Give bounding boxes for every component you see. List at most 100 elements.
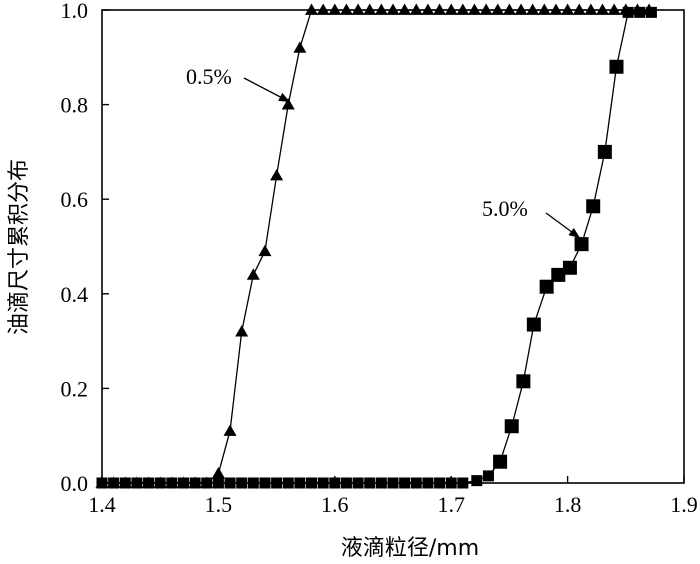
data-point-triangle bbox=[258, 244, 272, 257]
data-point-square bbox=[189, 477, 201, 489]
data-point-triangle bbox=[374, 3, 388, 15]
data-point-triangle bbox=[246, 268, 260, 280]
series-line bbox=[102, 9, 650, 484]
annotation-1: 0.5% bbox=[186, 64, 291, 103]
data-point-triangle bbox=[467, 3, 481, 15]
data-point-triangle bbox=[421, 3, 435, 15]
data-point-square bbox=[247, 477, 259, 489]
series-1 bbox=[95, 3, 656, 488]
data-point-triangle bbox=[479, 3, 493, 15]
x-tick-label: 1.4 bbox=[88, 492, 116, 517]
data-point-square bbox=[282, 477, 294, 489]
x-tick-label: 1.9 bbox=[670, 492, 698, 517]
data-point-triangle bbox=[491, 3, 505, 15]
x-tick-label: 1.6 bbox=[321, 492, 349, 517]
data-point-square bbox=[504, 419, 519, 434]
data-point-square bbox=[329, 477, 341, 489]
data-point-triangle bbox=[398, 3, 412, 15]
y-tick-label: 0.0 bbox=[61, 471, 89, 496]
data-point-square bbox=[399, 477, 411, 489]
data-point-square bbox=[634, 6, 646, 18]
data-point-square bbox=[352, 477, 364, 489]
data-point-square bbox=[143, 477, 155, 489]
data-point-square bbox=[493, 454, 508, 469]
data-point-triangle bbox=[444, 3, 458, 15]
data-point-square bbox=[375, 477, 387, 489]
series-layer bbox=[95, 3, 657, 489]
data-point-triangle bbox=[502, 3, 516, 15]
data-point-triangle bbox=[223, 424, 237, 436]
data-point-square bbox=[645, 6, 657, 18]
data-point-square bbox=[340, 477, 352, 489]
data-point-square bbox=[119, 477, 131, 489]
data-point-square bbox=[526, 317, 541, 332]
data-point-triangle bbox=[433, 3, 447, 15]
y-tick-label: 0.2 bbox=[61, 376, 89, 401]
annotation-label: 0.5% bbox=[186, 64, 232, 89]
data-point-square bbox=[622, 6, 634, 18]
y-tick-label: 0.4 bbox=[61, 282, 89, 307]
data-point-square bbox=[108, 477, 120, 489]
data-point-square bbox=[516, 374, 531, 389]
data-point-triangle bbox=[584, 3, 598, 15]
y-tick-label: 0.6 bbox=[61, 187, 89, 212]
data-point-square bbox=[574, 237, 589, 252]
data-point-triangle bbox=[456, 3, 470, 15]
y-tick-label: 1.0 bbox=[61, 0, 89, 23]
data-point-square bbox=[236, 477, 248, 489]
x-tick-label: 1.7 bbox=[437, 492, 465, 517]
x-axis-title: 液滴粒径/mm bbox=[341, 536, 479, 561]
data-point-triangle bbox=[328, 3, 342, 15]
series-2 bbox=[96, 6, 657, 489]
data-point-square bbox=[154, 477, 166, 489]
x-tick-labels: 1.4 1.5 1.6 1.7 1.8 1.9 bbox=[88, 492, 698, 517]
data-point-triangle bbox=[514, 3, 528, 15]
annotation-label: 5.0% bbox=[482, 196, 528, 221]
data-point-square bbox=[224, 477, 236, 489]
data-point-triangle bbox=[339, 3, 353, 15]
data-point-triangle bbox=[293, 41, 307, 53]
data-point-square bbox=[471, 475, 483, 487]
x-tick-label: 1.8 bbox=[554, 492, 582, 517]
data-point-square bbox=[597, 144, 612, 159]
data-point-triangle bbox=[549, 3, 563, 15]
annotation-arrow-head bbox=[568, 227, 580, 238]
data-point-square bbox=[387, 477, 399, 489]
data-point-triangle bbox=[561, 3, 575, 15]
data-point-triangle bbox=[572, 3, 586, 15]
data-point-triangle bbox=[316, 3, 330, 15]
data-point-triangle bbox=[305, 3, 319, 15]
data-point-square bbox=[434, 477, 446, 489]
data-point-square bbox=[457, 477, 469, 489]
y-tick-labels: 0.0 0.2 0.4 0.6 0.8 1.0 bbox=[61, 0, 89, 496]
data-point-square bbox=[422, 477, 434, 489]
data-point-triangle bbox=[211, 467, 225, 479]
data-point-square bbox=[364, 477, 376, 489]
data-point-triangle bbox=[526, 3, 540, 15]
data-point-square bbox=[551, 267, 566, 282]
data-point-square bbox=[201, 477, 213, 489]
data-point-triangle bbox=[537, 3, 551, 15]
data-point-triangle bbox=[409, 3, 423, 15]
data-point-square bbox=[306, 477, 318, 489]
data-point-square bbox=[410, 477, 422, 489]
data-point-square bbox=[445, 477, 457, 489]
data-point-triangle bbox=[270, 169, 284, 181]
x-tick-label: 1.5 bbox=[205, 492, 233, 517]
data-point-square bbox=[482, 470, 494, 482]
data-point-triangle bbox=[607, 3, 621, 15]
y-tick-label: 0.8 bbox=[61, 93, 89, 118]
data-point-square bbox=[96, 477, 108, 489]
data-point-square bbox=[177, 477, 189, 489]
data-point-square bbox=[609, 59, 624, 74]
data-point-square bbox=[271, 477, 283, 489]
data-point-square bbox=[131, 477, 143, 489]
data-point-triangle bbox=[363, 3, 377, 15]
data-point-triangle bbox=[281, 98, 295, 110]
data-point-triangle bbox=[596, 3, 610, 15]
data-point-square bbox=[317, 477, 329, 489]
y-axis-title: 油滴尺寸累积分布 bbox=[7, 159, 32, 335]
data-point-triangle bbox=[351, 3, 365, 15]
data-point-square bbox=[166, 477, 178, 489]
